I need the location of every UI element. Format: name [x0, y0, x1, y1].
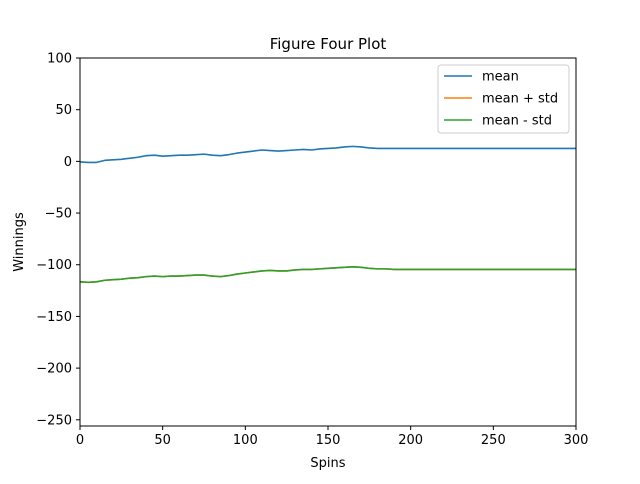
- legend-entry-label: mean: [482, 70, 519, 85]
- x-axis-label: Spins: [310, 456, 345, 471]
- y-tick-label: −200: [36, 362, 72, 377]
- y-tick-label: 50: [55, 103, 72, 118]
- legend-entry-label: mean + std: [482, 92, 558, 107]
- x-tick-label: 200: [398, 433, 423, 448]
- series-line-mean-std: [79, 266, 576, 284]
- x-tick-label: 100: [233, 433, 258, 448]
- y-tick-label: −150: [36, 310, 72, 325]
- x-tick-label: 50: [154, 433, 171, 448]
- y-tick-label: −50: [45, 207, 72, 222]
- legend: mean mean + std mean - std: [437, 64, 570, 134]
- x-tick-label: 0: [76, 433, 84, 448]
- y-tick-label: −250: [36, 413, 72, 428]
- y-axis: 100 50 0 −50 −100 −150 −200 −250: [36, 52, 80, 428]
- x-tick-label: 250: [481, 433, 506, 448]
- plot-area: [79, 57, 577, 427]
- x-axis: 0 50 100 150 200 250 300: [76, 426, 589, 448]
- x-tick-label: 150: [316, 433, 341, 448]
- legend-box: [437, 64, 570, 134]
- y-tick-label: −100: [36, 258, 72, 273]
- series-line-mean: [79, 145, 576, 164]
- x-tick-label: 300: [564, 433, 589, 448]
- y-tick-label: 100: [47, 52, 72, 67]
- legend-entry-label: mean - std: [482, 114, 552, 129]
- chart-title: Figure Four Plot: [270, 35, 387, 53]
- y-tick-label: 0: [64, 155, 72, 170]
- y-axis-label: Winnings: [12, 212, 27, 272]
